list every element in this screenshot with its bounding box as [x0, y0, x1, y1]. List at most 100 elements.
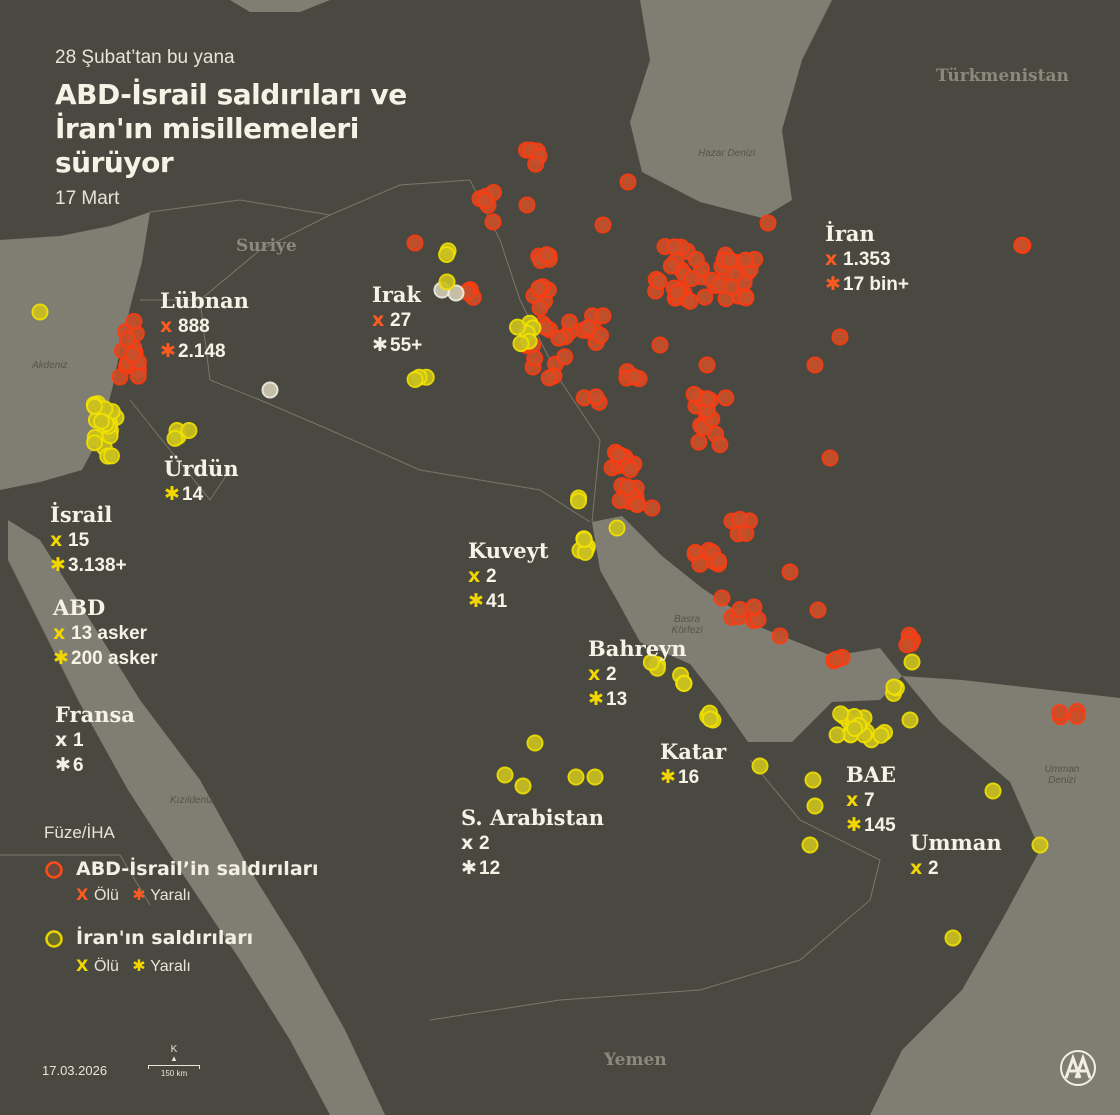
dead-x-icon: x [372, 309, 385, 331]
geo-label-turkmenistan: Türkmenistan [936, 66, 1069, 86]
legend-title: Füze/İHA [44, 823, 115, 842]
us-israel-strike-dot [124, 346, 142, 364]
dead-x-icon: x [160, 315, 173, 337]
injured-asterisk-icon: ✱ [132, 885, 146, 904]
iran-strike-dot [569, 492, 587, 510]
us-israel-strike-dot [696, 288, 714, 306]
iran-strike-dot [984, 782, 1002, 800]
injured-asterisk-icon: ✱ [825, 273, 841, 295]
iran-strike-dot [438, 273, 456, 291]
country-label: S. Arabistan x 2 ✱ 12 [461, 805, 604, 881]
us-israel-strike-dot [625, 368, 643, 386]
country-name: Kuveyt [468, 538, 549, 563]
stat-value: 2 [479, 833, 490, 854]
injured-asterisk-icon: ✱ [132, 956, 146, 975]
stat-injured: ✱ 17 bin+ [825, 272, 909, 297]
us-israel-strike-dot [781, 563, 799, 581]
country-label: Lübnan x 888 ✱ 2.148 [160, 288, 249, 364]
us-israel-strike-dot [662, 257, 680, 275]
iran-strike-dot [526, 734, 544, 752]
stat-value: 27 [390, 310, 412, 331]
us-israel-strike-dot [691, 555, 709, 573]
us-israel-strike-dot [737, 251, 755, 269]
us-israel-strike-dot [717, 389, 735, 407]
injured-asterisk-icon: ✱ [468, 590, 484, 612]
iran-strike-dot [102, 447, 120, 465]
dead-x-icon: x [53, 622, 66, 644]
legend-red-dot-icon [45, 861, 63, 879]
stat-injured: ✱ 200 asker [53, 646, 158, 671]
us-israel-strike-dot [592, 326, 610, 344]
us-israel-strike-dot [698, 390, 716, 408]
us-israel-strike-dot [556, 348, 574, 366]
iran-strike-dot [801, 836, 819, 854]
us-israel-strike-dot [476, 192, 494, 210]
us-israel-strike-dot [594, 216, 612, 234]
country-name: Bahreyn [588, 636, 687, 661]
us-israel-strike-dot [821, 449, 839, 467]
stat-value: 14 [182, 484, 204, 505]
us-israel-strike-dot [538, 246, 556, 264]
us-israel-strike-dot [681, 292, 699, 310]
country-name: Irak [372, 282, 422, 307]
legend-dead: Ölü [94, 887, 119, 904]
iran-strike-dot [872, 726, 890, 744]
us-israel-strike-dot [759, 214, 777, 232]
us-israel-strike-dot [550, 329, 568, 347]
us-israel-strike-dot [898, 636, 916, 654]
mediterranean-sea [0, 212, 150, 490]
iran-strike-dot [514, 777, 532, 795]
us-israel-strike-dot [711, 436, 729, 454]
stat-dead: x 13 asker [53, 621, 158, 646]
iran-strike-dot [751, 757, 769, 775]
stat-injured: ✱ 55+ [372, 333, 422, 358]
us-israel-strike-dot [831, 328, 849, 346]
iran-strike-dot [642, 653, 660, 671]
stat-value: 2 [606, 664, 617, 685]
scale-label: 150 km [160, 1069, 188, 1078]
title-line: ABD-İsrail saldırıları ve [55, 78, 407, 111]
stat-dead: x 15 [50, 528, 127, 553]
us-israel-strike-dot [619, 173, 637, 191]
iran-strike-dot [86, 397, 104, 415]
stat-value: 2 [486, 566, 497, 587]
us-israel-strike-dot [540, 369, 558, 387]
country-label: Bahreyn x 2 ✱ 13 [588, 636, 687, 712]
sea-label-akdeniz: Akdeniz [32, 360, 68, 371]
legend-us-israel-keys: X Ölü ✱ Yaralı [76, 885, 191, 905]
us-israel-strike-dot [129, 367, 147, 385]
iran-strike-dot [944, 929, 962, 947]
stat-value: 15 [68, 530, 90, 551]
caspian-sea [630, 0, 832, 218]
stat-injured: ✱ 145 [846, 813, 896, 838]
iran-strike-dot [804, 771, 822, 789]
dead-x-icon: x [468, 565, 481, 587]
sea-label-kizildeniz: Kızıldeniz [170, 795, 214, 806]
stat-injured: ✱ 6 [55, 753, 135, 778]
us-israel-strike-dot [737, 524, 755, 542]
stat-injured: ✱ 14 [164, 482, 239, 507]
legend-injured: Yaralı [150, 958, 191, 975]
stat-value: 41 [486, 591, 508, 612]
dead-x-icon: X [76, 956, 89, 975]
country-label: Umman x 2 [910, 830, 1002, 881]
us-israel-strike-dot [668, 284, 686, 302]
us-israel-strike-dot [683, 270, 701, 288]
stat-value: 13 [606, 689, 628, 710]
iran-strike-dot [406, 371, 424, 389]
us-israel-strike-dot [125, 312, 143, 330]
us-israel-strike-dot [594, 307, 612, 325]
iran-strike-dot [675, 675, 693, 693]
geo-label-suriye: Suriye [236, 236, 297, 256]
borders [0, 179, 881, 1021]
title-line: İran'ın misillemeleri [55, 112, 359, 145]
iran-strike-dot [93, 412, 111, 430]
us-israel-strike-dot [690, 433, 708, 451]
us-israel-strike-dot [531, 299, 549, 317]
persian-gulf [592, 516, 902, 742]
us-israel-strike-dot [628, 496, 646, 514]
legend-us-israel: ABD-İsrail’in saldırıları [76, 858, 319, 880]
sea-label-umman-denizi: Umman Denizi [1044, 764, 1080, 786]
